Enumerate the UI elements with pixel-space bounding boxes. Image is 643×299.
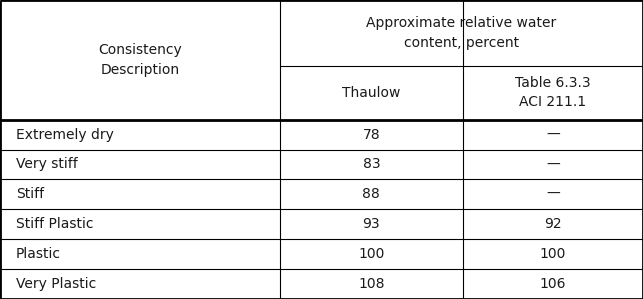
Text: 100: 100 xyxy=(358,247,385,261)
Text: Plastic: Plastic xyxy=(16,247,61,261)
Text: 92: 92 xyxy=(544,217,562,231)
Text: Thaulow: Thaulow xyxy=(342,86,401,100)
Text: 100: 100 xyxy=(539,247,566,261)
Text: —: — xyxy=(546,187,560,201)
Text: 106: 106 xyxy=(539,277,566,291)
Text: Consistency
Description: Consistency Description xyxy=(98,43,182,77)
Text: 83: 83 xyxy=(363,158,380,171)
Text: Very stiff: Very stiff xyxy=(16,158,78,171)
Text: 88: 88 xyxy=(363,187,380,201)
Text: Very Plastic: Very Plastic xyxy=(16,277,96,291)
Text: 93: 93 xyxy=(363,217,380,231)
Text: Stiff Plastic: Stiff Plastic xyxy=(16,217,94,231)
Text: Extremely dry: Extremely dry xyxy=(16,128,114,141)
Text: Stiff: Stiff xyxy=(16,187,44,201)
Text: —: — xyxy=(546,128,560,141)
Text: Approximate relative water
content, percent: Approximate relative water content, perc… xyxy=(367,16,556,50)
Text: 108: 108 xyxy=(358,277,385,291)
Text: —: — xyxy=(546,158,560,171)
Text: 78: 78 xyxy=(363,128,380,141)
Text: Table 6.3.3
ACI 211.1: Table 6.3.3 ACI 211.1 xyxy=(515,76,591,109)
